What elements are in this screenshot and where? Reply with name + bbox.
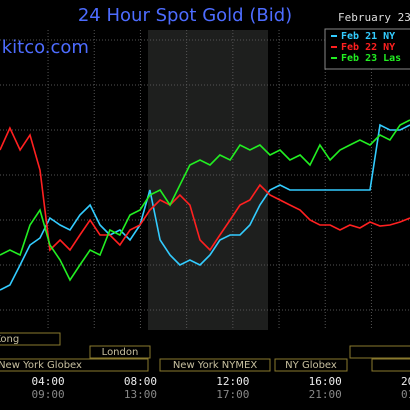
session-box <box>89 345 151 359</box>
session-box <box>274 358 348 372</box>
lines <box>0 119 410 291</box>
x-tick-sublabel: 01:00 <box>401 388 410 401</box>
x-tick-label: 12:00 <box>216 375 249 388</box>
nymex-shade <box>148 30 268 330</box>
legend-label: Feb 23 Las <box>341 53 401 64</box>
legend-label: Feb 22 NY <box>341 42 395 53</box>
series-line <box>0 119 410 282</box>
legend-box <box>324 28 410 70</box>
session-box <box>0 332 61 346</box>
x-tick-sublabel: 17:00 <box>216 388 249 401</box>
session-label: New York NYMEX <box>173 360 258 371</box>
brand: .kitco.com <box>0 37 89 58</box>
x-tick-label: 04:00 <box>31 375 64 388</box>
session-box <box>371 358 410 372</box>
series-line <box>0 126 410 252</box>
session-label: NY Globex <box>285 360 337 371</box>
x-tick-sublabel: 09:00 <box>31 388 64 401</box>
x-tick-label: 16:00 <box>309 375 342 388</box>
session-box <box>159 358 271 372</box>
date: February 23 <box>338 11 410 24</box>
x-tick-sublabel: 13:00 <box>124 388 157 401</box>
sessions: Hong Kong London New York Globex New Yor… <box>0 332 410 372</box>
session-label: Hong Kong <box>0 334 19 345</box>
legend-label: Feb 21 NY <box>341 31 395 42</box>
session-label: London <box>102 347 139 358</box>
chart-title: 24 Hour Spot Gold (Bid) <box>78 5 292 26</box>
x-tick-label: 20:00 <box>401 375 410 388</box>
x-tick-sublabel: 21:00 <box>309 388 342 401</box>
x-tick-label: 08:00 <box>124 375 157 388</box>
session-label: New York Globex <box>0 360 82 371</box>
session-box <box>0 358 149 372</box>
session-box <box>349 345 410 359</box>
series-line <box>0 123 410 291</box>
